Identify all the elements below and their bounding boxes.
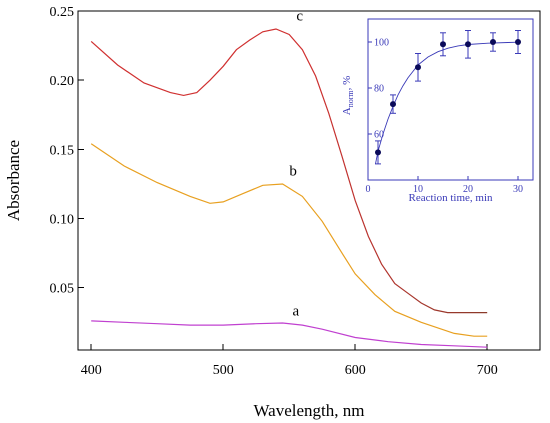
plot-frame [77,10,541,351]
x-tick-label: 400 [81,363,102,378]
inset-y-label-suffix: , % [341,76,353,91]
curve-label-c: c [296,9,303,25]
series-line-b [90,143,488,337]
series-line-a [91,320,488,348]
inset-x-tick-label: 30 [513,184,523,195]
y-tick-label: 0.25 [50,5,75,20]
inset-data-point [440,41,446,48]
inset-y-label-main: A [341,107,353,115]
inset-x-tick-label: 0 [366,184,371,195]
inset-y-label-sub: norm [346,90,355,108]
inset-fit-curve [375,41,519,164]
inset-y-tick-label: 80 [374,84,384,95]
y-tick-label: 0.05 [50,282,75,297]
x-tick-label: 600 [345,363,366,378]
inset-data-point [415,64,421,71]
inset-plot: 0 10 20 30 60 80 100 Reaction time, min Anorm, % [341,18,534,204]
inset-data-point [490,39,496,45]
inset-data-point [515,39,521,45]
inset-x-tick-label: 20 [463,184,473,195]
y-tick-label: 0.10 [50,213,75,228]
inset-data-point [390,101,396,108]
inset-x-tick-label: 10 [413,184,423,195]
inset-data-point [465,41,471,48]
x-tick-label: 500 [213,363,234,378]
y-axis-label: Absorbance [4,140,23,221]
inset-x-axis-label: Reaction time, min [408,192,493,204]
series-line-c [90,28,488,314]
inset-y-tick-label: 60 [374,130,384,141]
inset-y-tick-label: 100 [374,38,389,49]
curve-label-b: b [289,164,297,180]
y-tick-label: 0.20 [50,74,75,89]
main-plot: 400 500 600 7000.050.100.150.200.25Waveleng… [4,5,541,420]
inset-frame [367,18,534,181]
x-tick-label: 700 [477,363,498,378]
inset-data-point [375,149,381,156]
inset-y-axis-label: Anorm, % [341,76,355,116]
curve-label-a: a [292,303,299,319]
x-axis-label: Wavelength, nm [254,401,365,420]
y-tick-label: 0.15 [50,143,75,158]
